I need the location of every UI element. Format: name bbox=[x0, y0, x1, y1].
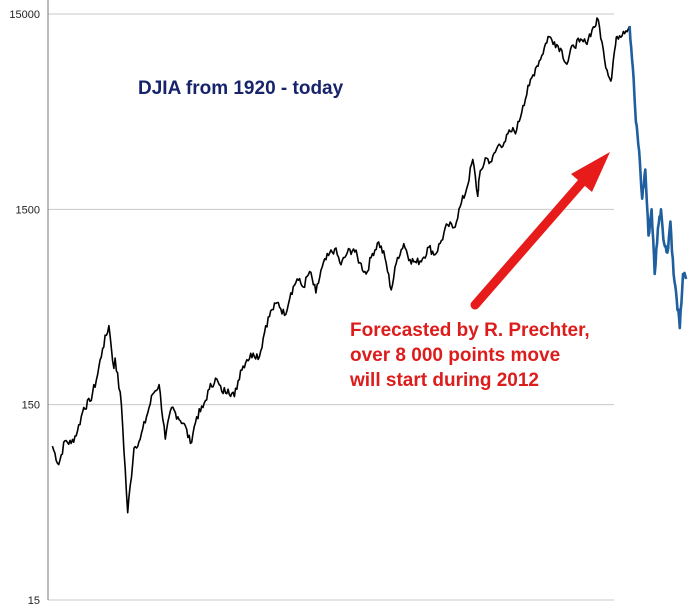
series-line-forecast bbox=[628, 26, 688, 330]
forecast-arrow bbox=[470, 152, 610, 310]
forecast-arrow-shaft bbox=[470, 175, 589, 310]
chart-title: DJIA from 1920 - today bbox=[138, 78, 344, 99]
series-layer bbox=[51, 17, 688, 514]
y-tick-labels: 15000 1500 150 15 bbox=[9, 9, 40, 607]
annotation-line-1: Forecasted by R. Prechter, bbox=[350, 320, 590, 341]
y-tick-label-1: 1500 bbox=[16, 204, 40, 216]
grid-layer bbox=[48, 13, 614, 601]
y-tick-label-0: 15000 bbox=[9, 9, 40, 21]
annotation-line-3: will start during 2012 bbox=[349, 370, 539, 391]
series-line-historical bbox=[51, 17, 631, 514]
annotation-line-2: over 8 000 points move bbox=[350, 345, 560, 366]
forecast-arrow-head bbox=[571, 152, 610, 192]
y-tick-label-2: 150 bbox=[22, 400, 40, 412]
y-tick-label-3: 15 bbox=[28, 595, 40, 607]
